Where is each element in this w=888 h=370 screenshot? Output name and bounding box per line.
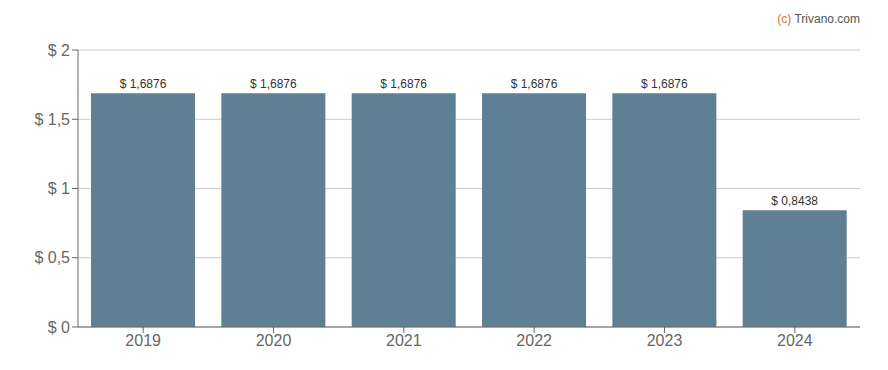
svg-text:$ 1,6876: $ 1,6876: [120, 77, 167, 91]
svg-text:2021: 2021: [386, 332, 422, 349]
svg-text:$ 1,6876: $ 1,6876: [380, 77, 427, 91]
svg-text:2024: 2024: [777, 332, 813, 349]
svg-text:$ 1: $ 1: [48, 180, 70, 197]
svg-text:$ 0,8438: $ 0,8438: [771, 194, 818, 208]
svg-text:2019: 2019: [125, 332, 161, 349]
svg-text:$ 1,5: $ 1,5: [34, 111, 70, 128]
svg-text:$ 1,6876: $ 1,6876: [641, 77, 688, 91]
svg-text:$ 1,6876: $ 1,6876: [511, 77, 558, 91]
svg-text:$ 0: $ 0: [48, 319, 70, 336]
svg-text:2023: 2023: [647, 332, 683, 349]
svg-text:2022: 2022: [516, 332, 552, 349]
svg-text:$ 2: $ 2: [48, 42, 70, 59]
svg-text:$ 1,6876: $ 1,6876: [250, 77, 297, 91]
html-text:(c) Trivano.com: (c) Trivano.com: [777, 12, 860, 26]
svg-text:2020: 2020: [256, 332, 292, 349]
svg-text:$ 0,5: $ 0,5: [34, 249, 70, 266]
